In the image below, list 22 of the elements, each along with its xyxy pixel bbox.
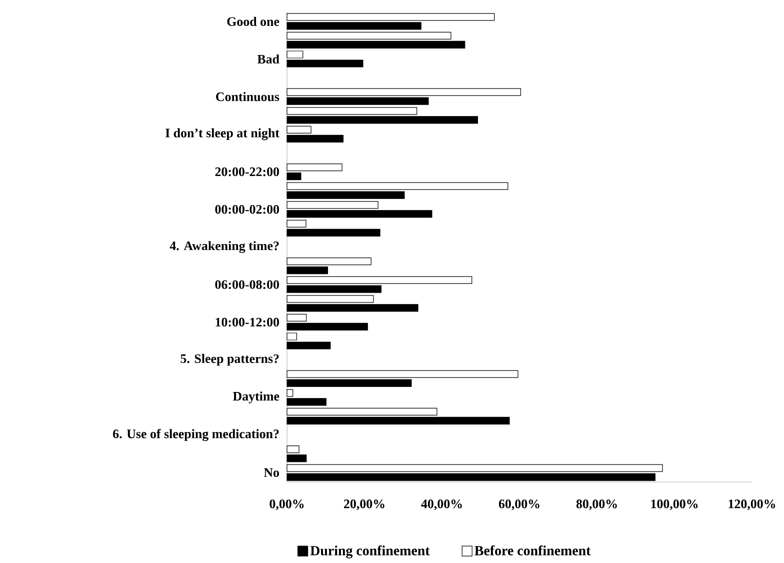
x-tick-label: 60,00% bbox=[498, 500, 540, 510]
y-tick-label: 00:00-02:00 bbox=[215, 205, 279, 214]
y-tick-label: I don’t sleep at night bbox=[166, 128, 280, 140]
x-tick-label: 120,00% bbox=[728, 500, 776, 510]
y-tick-label: 4. Awakening time? bbox=[170, 241, 279, 253]
x-tick-label: 100,00% bbox=[651, 500, 698, 510]
y-tick-label: 06:00-08:00 bbox=[215, 280, 279, 289]
x-tick-label: 0,00% bbox=[270, 500, 304, 510]
x-tick-label: 80,00% bbox=[576, 500, 617, 510]
y-tick-label: Good one bbox=[227, 16, 280, 26]
legend-label: During confinement bbox=[310, 545, 430, 558]
y-tick-label: 5. Sleep patterns? bbox=[180, 354, 279, 366]
legend-label: Before confinement bbox=[474, 545, 591, 556]
y-tick-label: 20:00-22:00 bbox=[215, 167, 279, 176]
y-tick-label: 6. Use of sleeping medication? bbox=[113, 429, 279, 441]
x-tick-label: 40,00% bbox=[421, 500, 462, 510]
y-tick-label: Bad bbox=[257, 54, 280, 64]
y-tick-label: Continuous bbox=[216, 92, 280, 102]
y-tick-label: Daytime bbox=[232, 392, 280, 404]
y-tick-label: 10:00-12:00 bbox=[216, 318, 279, 327]
x-tick-label: 20,00% bbox=[344, 500, 384, 510]
y-tick-label: No bbox=[264, 468, 279, 477]
